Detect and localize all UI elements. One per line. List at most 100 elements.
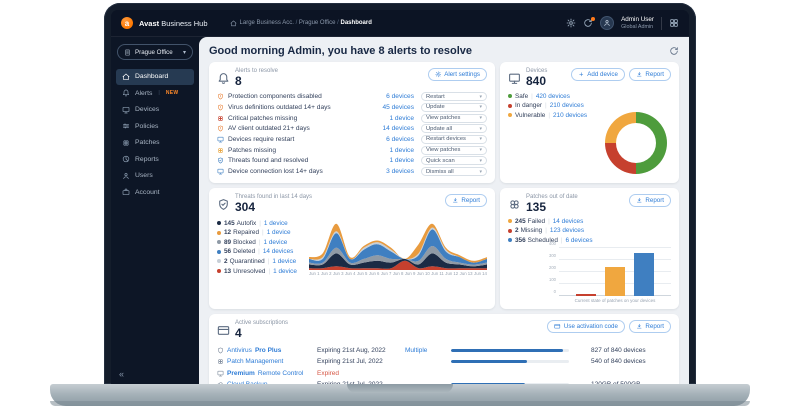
legend-devices-link[interactable]: 1 device xyxy=(263,219,288,227)
alert-devices-link[interactable]: 6 devices xyxy=(386,135,414,143)
breadcrumb-items: Large Business Acc. / Prague Office / Da… xyxy=(240,20,372,26)
patches-report-button[interactable]: Report xyxy=(628,193,671,207)
alert-action-dropdown[interactable]: Restart devices ▾ xyxy=(421,134,487,145)
legend-devices-link[interactable]: 1 device xyxy=(273,267,297,275)
legend-devices-link[interactable]: 6 devices xyxy=(565,236,593,244)
legend-devices-link[interactable]: 1 device xyxy=(272,257,297,265)
devices-count: 840 xyxy=(526,74,547,89)
alert-action-label: Dismiss all xyxy=(426,168,454,175)
alert-devices-link[interactable]: 1 device xyxy=(389,146,414,154)
alert-devices-link[interactable]: 45 devices xyxy=(382,103,414,111)
subscription-extra-link[interactable]: Multiple xyxy=(405,346,428,354)
add-device-button[interactable]: Add device xyxy=(570,68,625,81)
devices-card: Devices 840 Add device Report Safe | 420 d… xyxy=(500,62,679,183)
alert-action-dropdown[interactable]: Dismiss all ▾ xyxy=(421,166,487,177)
legend-devices-link[interactable]: 14 devices xyxy=(262,248,294,256)
avatar[interactable] xyxy=(600,16,615,30)
alert-action-dropdown[interactable]: Update all ▾ xyxy=(421,124,487,134)
x-tick-label: Jun 1 xyxy=(309,270,320,276)
separator: | xyxy=(268,267,271,275)
sidebar-item-account[interactable]: Account xyxy=(116,185,194,201)
subscription-name-link[interactable]: Premium Remote Control xyxy=(217,370,317,377)
x-tick-label: Jun 2 xyxy=(320,270,332,276)
alert-action-dropdown[interactable]: Quick scan ▾ xyxy=(421,156,487,166)
alert-row: Threats found and resolved 1 device Quick … xyxy=(217,156,487,167)
sidebar-item-users[interactable]: Users xyxy=(116,168,194,184)
sidebar-item-devices[interactable]: Devices xyxy=(116,102,194,118)
alerts-label: Alerts to resolve xyxy=(235,68,279,74)
shield-icon xyxy=(217,347,224,354)
separator: | xyxy=(548,111,550,119)
org-selector[interactable]: Prague Office ▾ xyxy=(117,44,193,60)
download-icon xyxy=(452,197,459,204)
building-icon xyxy=(124,49,131,56)
sidebar-item-patches[interactable]: Patches xyxy=(116,135,194,151)
legend-devices-link[interactable]: 210 devices xyxy=(553,111,588,119)
subscription-name-part: Premium xyxy=(227,369,255,377)
settings-gear-icon[interactable] xyxy=(566,18,576,28)
alert-devices-link[interactable]: 3 devices xyxy=(386,168,414,176)
alert-devices-link[interactable]: 1 device xyxy=(389,114,414,122)
legend-devices-link[interactable]: 14 devices xyxy=(552,217,584,225)
devices-legend: Safe | 420 devices In danger | 210 devices Vul… xyxy=(508,91,671,120)
patch-icon xyxy=(122,139,130,147)
legend-item: Safe | 420 devices xyxy=(508,91,671,101)
subscription-name-link[interactable]: Patch Management xyxy=(217,358,317,365)
devices-report-button[interactable]: Report xyxy=(628,68,671,81)
patches-card: Patches out of date 135 Report 245 Failed… xyxy=(500,187,679,310)
legend-count: 145 xyxy=(224,219,235,227)
subscriptions-report-button[interactable]: Report xyxy=(628,320,671,334)
alert-action-dropdown[interactable]: View patches ▾ xyxy=(421,145,487,155)
alert-label: Patches missing xyxy=(228,146,277,154)
alert-devices-link[interactable]: 14 devices xyxy=(382,125,414,133)
notification-activity-icon[interactable] xyxy=(583,17,596,28)
subscription-name-part: Patch Management xyxy=(227,358,284,366)
legend-devices-link[interactable]: 1 device xyxy=(263,238,288,246)
separator: | xyxy=(545,227,547,235)
subscription-usage: 827 of 840 devices xyxy=(591,346,646,354)
alert-action-dropdown[interactable]: Update ▾ xyxy=(421,102,487,112)
breadcrumb-item[interactable]: Prague Office xyxy=(298,20,336,26)
collapse-sidebar-button[interactable]: « xyxy=(119,369,125,379)
breadcrumb-item[interactable]: Dashboard xyxy=(340,20,372,26)
user-block[interactable]: Admin User Global Admin xyxy=(621,16,654,29)
alert-action-dropdown[interactable]: Restart ▾ xyxy=(421,92,487,102)
threats-area-chart: Jun 1 Jun 2 Jun 3 Jun 4 Jun 5 Jun 6 Jun 7 Jun 8… xyxy=(309,216,487,276)
breadcrumb-separator: / xyxy=(335,20,341,26)
legend-devices-link[interactable]: 1 device xyxy=(266,229,291,237)
alert-action-dropdown[interactable]: View patches ▾ xyxy=(421,113,487,123)
alert-devices-link[interactable]: 6 devices xyxy=(386,93,414,101)
subscription-usage: 120GB of 500GB xyxy=(569,381,671,384)
threats-card: Threats found in last 14 days 304 Report… xyxy=(209,187,495,310)
new-badge: NEW xyxy=(165,90,179,97)
subscription-expiry: Expired xyxy=(317,369,340,377)
legend-devices-link[interactable]: 210 devices xyxy=(549,102,584,110)
sidebar-item-reports[interactable]: Reports xyxy=(116,152,194,168)
breadcrumb-item[interactable]: Large Business Acc. xyxy=(239,20,294,26)
sidebar-item-label: Reports xyxy=(135,155,159,163)
sidebar-item-dashboard[interactable]: Dashboard xyxy=(116,69,194,85)
plus-icon xyxy=(578,71,585,78)
refresh-icon[interactable] xyxy=(669,46,679,56)
sidebar-item-alerts[interactable]: Alerts | NEW xyxy=(116,86,194,102)
alert-settings-button[interactable]: Alert settings xyxy=(427,68,487,81)
use-activation-code-button[interactable]: Use activation code xyxy=(547,320,625,334)
subscription-name-link[interactable]: Antivirus Pro Plus xyxy=(217,347,317,354)
alert-devices-link[interactable]: 1 device xyxy=(389,157,414,165)
monitor-icon xyxy=(122,106,130,114)
devices-label: Devices xyxy=(526,68,548,74)
subscriptions-report-label: Report xyxy=(645,323,664,331)
sidebar-item-policies[interactable]: Policies xyxy=(116,119,194,135)
x-tick-label: Jun 6 xyxy=(368,270,380,276)
legend-item: 12 Repaired | 1 device xyxy=(217,228,305,238)
separator: | xyxy=(258,238,261,246)
subscriptions-label: Active subscriptions xyxy=(235,320,289,327)
apps-grid-icon[interactable] xyxy=(669,18,679,28)
subscription-name-link[interactable]: Cloud Backup xyxy=(217,381,317,384)
alert-row: Device connection lost 14+ days 3 devices… xyxy=(217,166,487,177)
legend-name: Missing xyxy=(520,227,543,235)
threats-report-button[interactable]: Report xyxy=(444,193,487,207)
legend-devices-link[interactable]: 420 devices xyxy=(535,92,570,100)
legend-devices-link[interactable]: 123 devices xyxy=(549,227,585,235)
chevron-down-icon: ▾ xyxy=(479,93,482,100)
